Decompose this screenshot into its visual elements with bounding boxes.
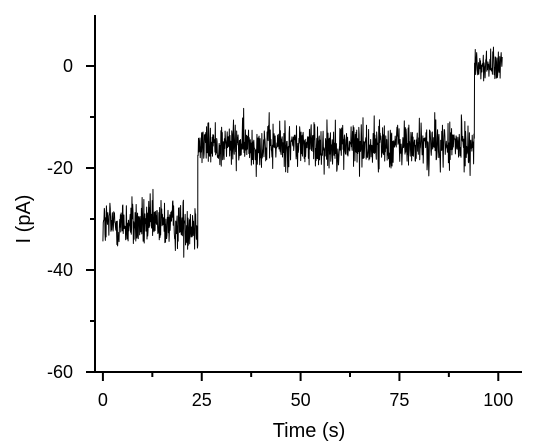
x-tick-label-50: 50 — [291, 390, 311, 410]
x-axis-title: Time (s) — [273, 420, 346, 442]
x-tick-label-0: 0 — [98, 390, 108, 410]
axes-layer: 0 25 50 75 100 -60 -40 -20 0 — [47, 15, 522, 410]
x-tick-label-75: 75 — [389, 390, 409, 410]
y-tick-label--40: -40 — [47, 260, 73, 280]
trace-series-0 — [102, 46, 503, 258]
y-tick-label-0: 0 — [63, 56, 73, 76]
x-tick-label-100: 100 — [483, 390, 513, 410]
y-axis-title: I (pA) — [13, 195, 35, 244]
y-tick-label--60: -60 — [47, 362, 73, 382]
x-tick-label-25: 25 — [192, 390, 212, 410]
y-tick-label--20: -20 — [47, 158, 73, 178]
trace-layer — [102, 46, 503, 258]
